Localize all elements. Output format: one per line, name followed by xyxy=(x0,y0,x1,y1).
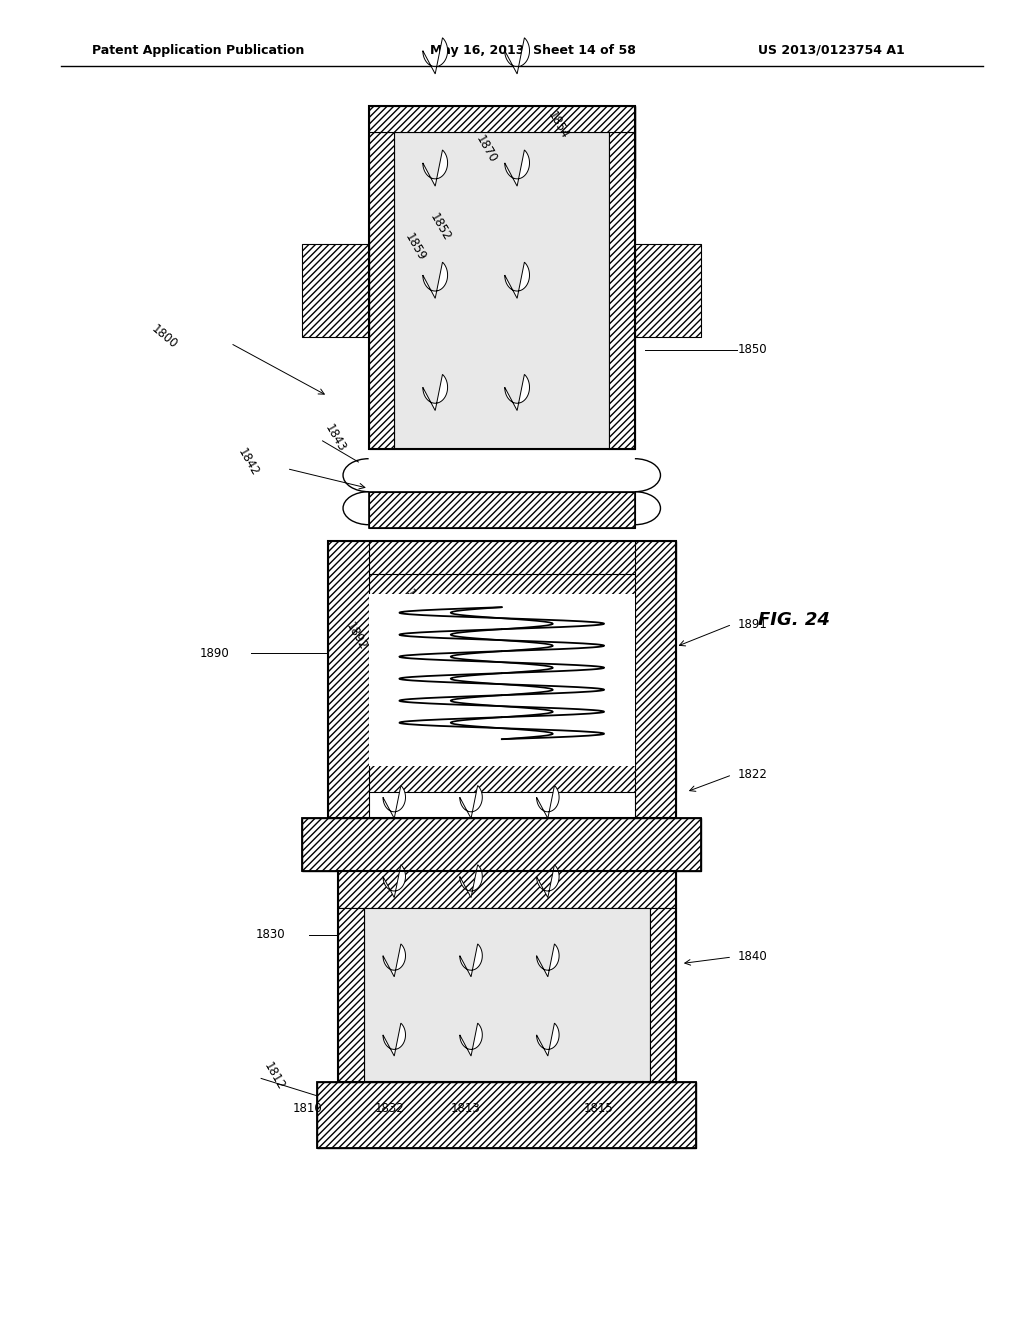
Text: 1812: 1812 xyxy=(261,1060,288,1092)
Bar xyxy=(317,1082,696,1148)
Text: US 2013/0123754 A1: US 2013/0123754 A1 xyxy=(758,44,904,57)
Text: 1892: 1892 xyxy=(343,620,370,652)
Text: 1842: 1842 xyxy=(236,446,262,478)
Text: 1813: 1813 xyxy=(451,1102,481,1115)
Bar xyxy=(302,244,369,337)
Polygon shape xyxy=(383,944,406,977)
Polygon shape xyxy=(423,263,447,298)
Polygon shape xyxy=(537,865,559,898)
Polygon shape xyxy=(505,263,529,298)
Bar xyxy=(364,908,650,1082)
Bar xyxy=(369,594,635,766)
Text: 1832: 1832 xyxy=(374,1102,404,1115)
Text: 1852: 1852 xyxy=(427,211,454,243)
Bar xyxy=(338,871,676,908)
Polygon shape xyxy=(460,865,482,898)
Bar xyxy=(635,244,701,337)
Polygon shape xyxy=(423,38,447,74)
Text: 1893: 1893 xyxy=(379,605,406,636)
Polygon shape xyxy=(383,785,406,818)
Text: 1822: 1822 xyxy=(737,768,767,781)
Bar xyxy=(302,818,701,871)
Polygon shape xyxy=(537,944,559,977)
Bar xyxy=(394,132,609,449)
Polygon shape xyxy=(423,150,447,186)
Polygon shape xyxy=(460,944,482,977)
Text: 1859: 1859 xyxy=(402,231,429,263)
Bar xyxy=(317,1082,696,1148)
Polygon shape xyxy=(383,865,406,898)
Text: 1854: 1854 xyxy=(545,110,571,141)
Bar xyxy=(328,541,676,818)
Polygon shape xyxy=(537,785,559,818)
Text: 1850: 1850 xyxy=(737,343,767,356)
Bar xyxy=(369,492,635,528)
Bar xyxy=(635,541,676,818)
Bar xyxy=(609,132,635,449)
Polygon shape xyxy=(505,150,529,186)
Polygon shape xyxy=(505,375,529,411)
Text: 1830: 1830 xyxy=(256,928,286,941)
Text: 1815: 1815 xyxy=(584,1102,614,1115)
Bar xyxy=(369,106,635,449)
Bar xyxy=(338,908,364,1082)
Bar xyxy=(328,541,676,620)
Text: 1843: 1843 xyxy=(323,422,349,454)
Text: 1858: 1858 xyxy=(402,587,428,619)
Polygon shape xyxy=(383,1023,406,1056)
Text: May 16, 2013  Sheet 14 of 58: May 16, 2013 Sheet 14 of 58 xyxy=(430,44,636,57)
Text: 1870: 1870 xyxy=(473,133,500,165)
Text: 1891: 1891 xyxy=(737,618,767,631)
Bar xyxy=(328,541,676,574)
Bar xyxy=(369,132,394,449)
Bar xyxy=(650,908,676,1082)
Bar xyxy=(338,871,676,1082)
Text: 1810: 1810 xyxy=(292,1102,323,1115)
Polygon shape xyxy=(537,1023,559,1056)
Bar xyxy=(302,818,701,871)
Text: 1800: 1800 xyxy=(148,322,179,351)
Text: 1840: 1840 xyxy=(737,950,767,964)
Text: FIG. 24: FIG. 24 xyxy=(758,611,829,630)
Bar xyxy=(328,759,676,792)
Polygon shape xyxy=(460,1023,482,1056)
Text: 1890: 1890 xyxy=(200,647,229,660)
Polygon shape xyxy=(460,785,482,818)
Bar xyxy=(328,541,369,818)
Polygon shape xyxy=(423,375,447,411)
Polygon shape xyxy=(505,38,529,74)
Text: Patent Application Publication: Patent Application Publication xyxy=(92,44,304,57)
Bar xyxy=(369,106,635,178)
Bar xyxy=(369,106,635,132)
Bar xyxy=(369,492,635,528)
